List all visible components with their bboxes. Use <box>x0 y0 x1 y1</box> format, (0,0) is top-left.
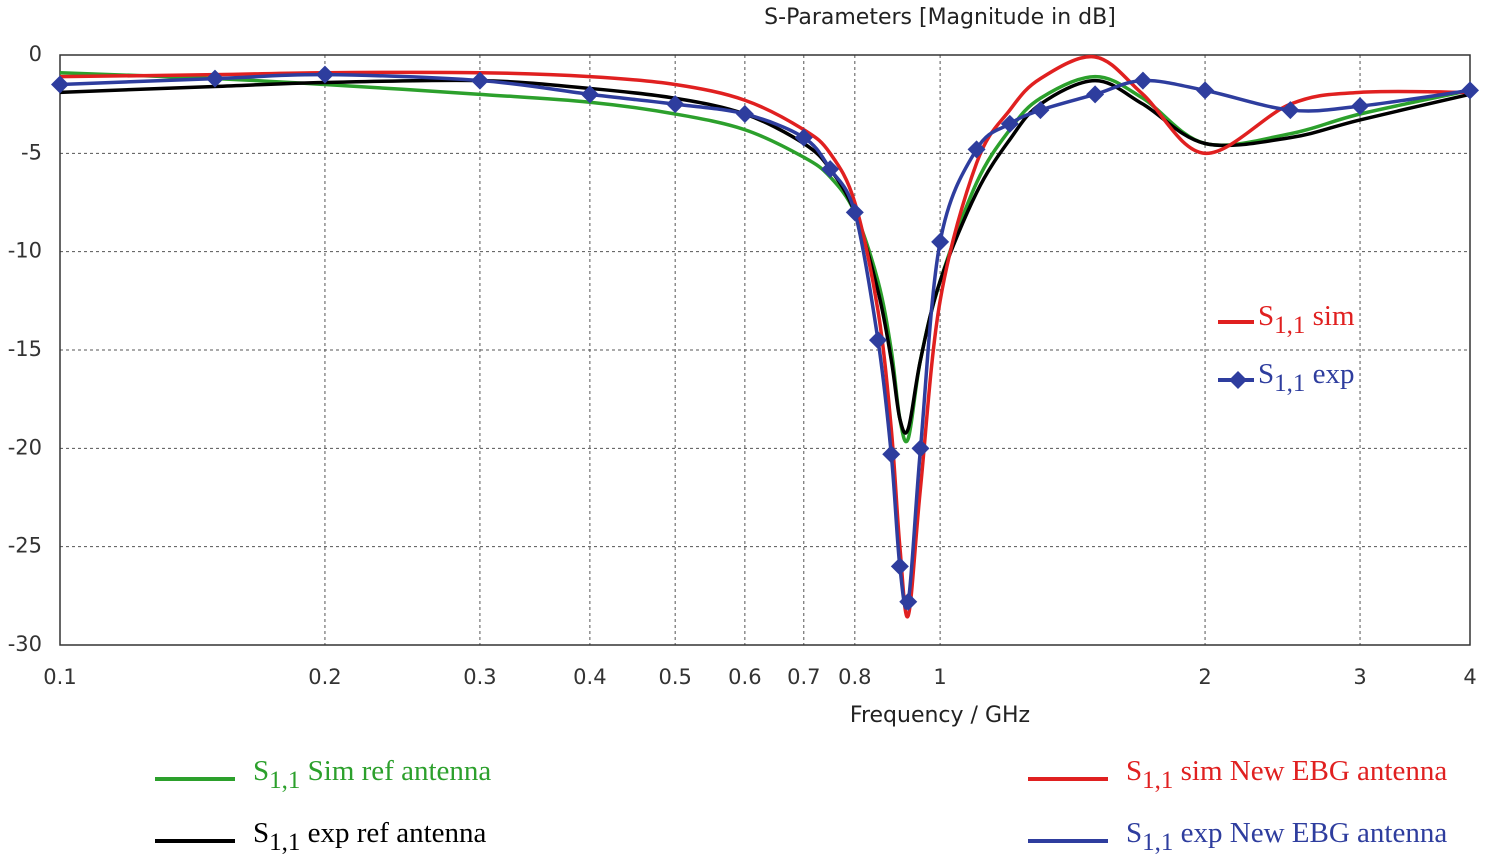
series-marker <box>967 140 986 159</box>
legend-label: S1,1 Sim ref antenna <box>253 755 491 794</box>
x-tick-label: 1 <box>933 665 946 689</box>
y-tick-label: -20 <box>8 435 42 459</box>
series-marker <box>1000 114 1019 133</box>
series-marker <box>666 95 685 114</box>
legend-label: S1,1 sim New EBG antenna <box>1126 755 1447 794</box>
y-tick-label: -30 <box>8 632 42 656</box>
series-marker <box>794 128 813 147</box>
chart-title: S-Parameters [Magnitude in dB] <box>764 5 1116 30</box>
series-marker <box>882 445 901 464</box>
legend-label: S1,1 exp New EBG antenna <box>1126 817 1447 856</box>
x-tick-label: 0.7 <box>787 665 820 689</box>
x-tick-label: 0.6 <box>728 665 761 689</box>
legend-label: S1,1 sim <box>1258 300 1355 339</box>
series-marker <box>51 75 69 94</box>
series-marker <box>931 232 950 251</box>
series-marker <box>1086 85 1105 104</box>
y-tick-label: -15 <box>8 337 42 361</box>
series-marker <box>911 439 930 458</box>
x-tick-label: 0.4 <box>573 665 606 689</box>
series-marker <box>1281 101 1300 120</box>
series-marker <box>735 105 754 123</box>
series-marker <box>1351 97 1370 116</box>
series-marker <box>315 65 334 84</box>
x-tick-label: 0.2 <box>308 665 341 689</box>
series-marker <box>1196 81 1215 100</box>
y-tick-label: -10 <box>8 239 42 263</box>
x-axis-label: Frequency / GHz <box>850 703 1030 728</box>
series-marker <box>470 71 489 90</box>
series-marker <box>1031 101 1050 120</box>
plot-frame <box>59 54 1471 646</box>
legend-marker <box>1229 371 1247 389</box>
y-tick-label: -25 <box>8 534 42 558</box>
x-tick-label: 2 <box>1198 665 1211 689</box>
y-tick-label: -5 <box>21 140 42 164</box>
series-marker <box>821 160 840 179</box>
series-marker <box>205 69 224 88</box>
y-tick-label: 0 <box>29 42 42 66</box>
legend-label: S1,1 exp <box>1258 358 1355 397</box>
x-tick-label: 0.5 <box>658 665 691 689</box>
x-tick-label: 4 <box>1463 665 1476 689</box>
series-marker <box>1461 81 1479 100</box>
series-marker <box>580 85 599 104</box>
x-tick-label: 0.3 <box>463 665 496 689</box>
series-marker <box>845 203 864 222</box>
x-tick-label: 0.8 <box>838 665 871 689</box>
series-marker <box>1133 71 1152 90</box>
series-line <box>59 72 1471 610</box>
series-marker <box>868 331 887 350</box>
series-marker <box>899 592 918 611</box>
x-tick-label: 0.1 <box>43 665 76 689</box>
x-tick-label: 3 <box>1353 665 1366 689</box>
series-line <box>59 55 1471 619</box>
legend-label: S1,1 exp ref antenna <box>253 817 486 856</box>
series-marker <box>890 557 909 576</box>
